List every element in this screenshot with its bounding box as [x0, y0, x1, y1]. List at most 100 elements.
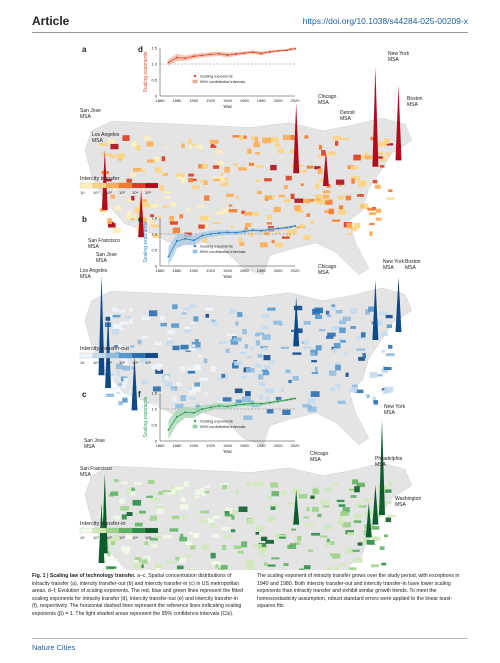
- map-region: [174, 486, 183, 491]
- map-region: [218, 341, 228, 345]
- map-region: [300, 183, 304, 186]
- map-region: [382, 389, 389, 394]
- msa-label-name: San Jose: [96, 252, 117, 258]
- map-region: [216, 161, 224, 166]
- map-region: [353, 557, 363, 563]
- map-region: [340, 339, 346, 343]
- map-region: [363, 530, 368, 536]
- legend-ci-marker: [192, 424, 198, 429]
- map-region: [152, 233, 160, 238]
- map-region: [139, 510, 146, 514]
- map-region: [139, 357, 148, 363]
- data-point: [192, 55, 195, 58]
- map-region: [358, 505, 367, 508]
- map-region: [179, 557, 187, 561]
- map-region: [186, 367, 196, 372]
- msa-label-name: New York: [383, 259, 405, 265]
- legend-swatch: [79, 182, 94, 189]
- data-point: [209, 53, 212, 56]
- data-point: [289, 48, 292, 51]
- map-region: [213, 177, 221, 182]
- map-region: [154, 535, 161, 539]
- legend-tick: 10¹: [93, 360, 99, 365]
- map-region: [262, 137, 272, 144]
- map-region: [297, 536, 302, 542]
- map-region: [164, 375, 169, 380]
- map-region: [170, 386, 178, 391]
- map-region: [184, 329, 191, 333]
- map-region: [235, 489, 239, 495]
- map-region: [146, 495, 153, 498]
- map-region: [291, 528, 297, 531]
- section-label: Article: [32, 14, 70, 28]
- map-region: [251, 212, 260, 217]
- map-region: [369, 212, 376, 216]
- map-region: [119, 321, 129, 325]
- map-region: [186, 208, 191, 211]
- map-region: [327, 314, 332, 318]
- doi-link[interactable]: https://doi.org/10.1038/s44284-025-00209…: [302, 16, 468, 26]
- map-region: [112, 314, 121, 318]
- data-point: [277, 227, 280, 230]
- y-tick-label: 1.5: [151, 46, 157, 51]
- map-region: [371, 537, 381, 541]
- map-region: [306, 506, 310, 512]
- msa-label-suffix: MSA: [405, 265, 417, 271]
- map-region: [313, 199, 322, 203]
- legend-tick: 10³: [119, 360, 125, 365]
- msa-label-name: Boston: [405, 259, 421, 265]
- map-region: [253, 142, 260, 148]
- legend-swatch: [131, 352, 146, 359]
- map-region: [267, 564, 276, 567]
- map-region: [320, 499, 330, 505]
- map-region: [172, 304, 178, 310]
- map-region: [266, 409, 274, 414]
- data-point: [218, 52, 221, 55]
- map-region: [176, 565, 184, 570]
- x-tick-label: 1940: [223, 268, 233, 273]
- map-region: [133, 560, 139, 565]
- data-point: [234, 404, 237, 407]
- map-region: [264, 562, 268, 566]
- legend-tick: 10⁴: [132, 190, 138, 195]
- map-region: [148, 218, 154, 225]
- map-region: [300, 224, 305, 229]
- map-region: [269, 360, 275, 364]
- map-region: [133, 168, 142, 172]
- map-region: [270, 482, 279, 488]
- map-region: [387, 514, 396, 517]
- x-tick-label: 1880: [172, 443, 182, 448]
- map-region: [112, 227, 122, 234]
- map-region: [204, 392, 208, 396]
- map-region: [359, 203, 369, 209]
- map-region: [179, 559, 185, 563]
- data-point: [251, 229, 254, 232]
- map-region: [294, 205, 301, 211]
- map-region: [247, 564, 255, 570]
- msa-spike: [131, 355, 138, 411]
- map-region: [273, 206, 281, 213]
- map-region: [271, 557, 280, 560]
- map-region: [189, 304, 196, 309]
- map-region: [150, 214, 155, 217]
- map-region: [160, 322, 167, 327]
- map-region: [262, 334, 271, 341]
- map-region: [153, 156, 160, 162]
- map-region: [310, 495, 315, 499]
- map-region: [354, 389, 364, 394]
- map-region: [150, 224, 160, 228]
- map-region: [270, 164, 277, 171]
- map-region: [203, 358, 208, 364]
- map-region: [367, 207, 375, 211]
- ci-band: [168, 224, 295, 266]
- map-region: [352, 479, 359, 485]
- legend-swatch: [92, 182, 107, 189]
- map-region: [317, 155, 326, 157]
- map-region: [176, 173, 185, 178]
- map-region: [323, 505, 329, 508]
- map-region: [185, 349, 191, 352]
- map-region: [353, 520, 362, 523]
- map-region: [179, 366, 185, 372]
- map-region: [368, 306, 374, 312]
- x-tick-label: 1960: [240, 268, 250, 273]
